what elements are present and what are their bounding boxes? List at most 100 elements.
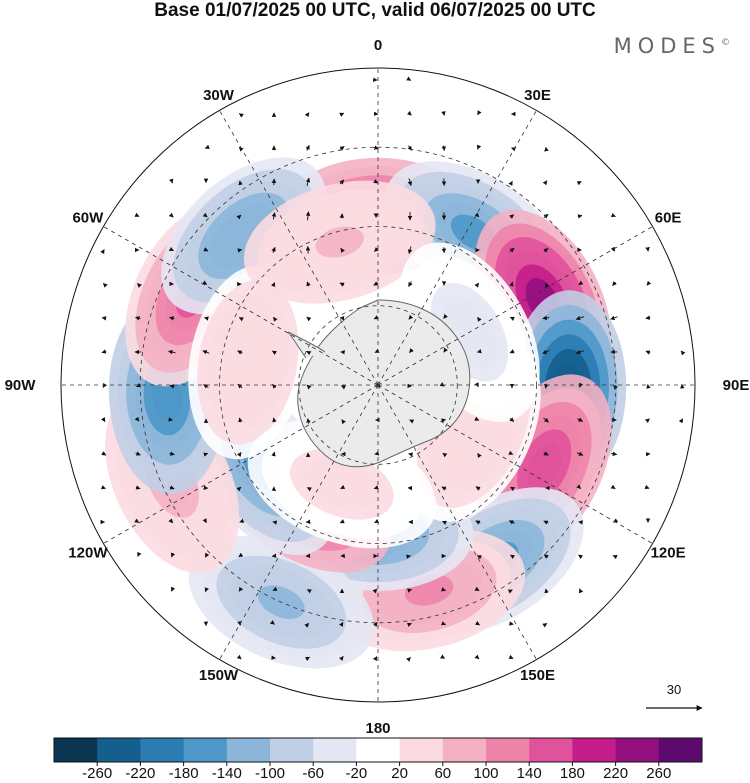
longitude-label: 0: [374, 37, 382, 54]
wind-vector: [339, 112, 345, 117]
wind-vector: [306, 316, 312, 322]
anomaly-center: [243, 180, 436, 304]
wind-vector: [273, 316, 278, 322]
wind-vector: [238, 317, 244, 322]
longitude-label: 90E: [723, 377, 750, 394]
wind-vector: [340, 484, 346, 490]
anomaly-center: [188, 265, 308, 460]
wind-vector: [542, 180, 548, 186]
wind-vector: [272, 586, 278, 591]
wind-vector: [374, 247, 379, 252]
wind-vector: [203, 384, 209, 389]
map-boundary: [60, 67, 696, 703]
wind-vector: [304, 622, 310, 628]
wind-vector: [306, 350, 312, 356]
colorbar-swatch: [615, 738, 660, 762]
wind-vector: [613, 385, 618, 390]
wind-vector: [542, 623, 548, 628]
wind-vector: [374, 518, 380, 524]
wind-vector: [238, 552, 244, 558]
map-title: Base 01/07/2025 00 UTC, valid 06/07/2025…: [154, 0, 596, 21]
wind-vector: [271, 553, 277, 558]
colorbar-tick-label: -60: [302, 765, 324, 782]
wind-vector: [373, 145, 379, 150]
colorbar-tick-label: 220: [603, 765, 628, 782]
wind-vector: [338, 656, 344, 661]
wind-vector: [202, 280, 208, 285]
wind-vector: [645, 350, 651, 355]
wind-vector: [236, 214, 242, 220]
colorbar-tick-label: 20: [391, 765, 408, 782]
wind-vector: [136, 382, 142, 388]
wind-vector: [576, 484, 582, 490]
longitude-label: 60W: [72, 210, 104, 227]
colorbar-swatch: [97, 738, 141, 762]
wind-vector: [374, 451, 380, 456]
wind-vector: [306, 384, 312, 390]
wind-vector: [339, 179, 345, 185]
colorbar-swatch: [572, 738, 617, 762]
wind-vector: [577, 417, 584, 422]
wind-vector: [271, 246, 276, 253]
wind-vector: [474, 282, 480, 288]
wind-vector: [508, 654, 514, 660]
wind-vector: [477, 110, 482, 116]
longitude-label: 120E: [651, 545, 686, 562]
longitude-label: 120W: [68, 545, 108, 562]
wind-vector: [508, 180, 513, 186]
wind-vector: [271, 282, 276, 288]
wind-vector: [169, 451, 175, 456]
wind-vector: [407, 588, 413, 593]
colorbar-swatch: [313, 738, 357, 762]
wind-vector: [441, 486, 447, 491]
wind-vector: [168, 212, 174, 218]
wind-vector: [341, 419, 346, 425]
wind-vector: [304, 656, 310, 662]
longitude-label: 150E: [520, 667, 555, 684]
wind-vector: [272, 520, 278, 525]
wind-vector: [237, 248, 243, 253]
wind-vector: [406, 110, 412, 116]
wind-vector: [542, 315, 550, 321]
wind-vector: [578, 588, 584, 594]
wind-vector: [101, 349, 107, 354]
wind-vector: [612, 555, 618, 560]
wind-vector: [372, 622, 378, 627]
colorbar-swatch: [442, 738, 487, 762]
wind-vector: [645, 452, 651, 457]
wind-vector: [202, 350, 210, 355]
longitude-label: 60E: [655, 210, 682, 227]
wind-vector: [644, 418, 650, 424]
wind-vector: [646, 383, 651, 389]
colorbar-tick-label: 60: [434, 765, 451, 782]
longitude-label: 150W: [199, 667, 239, 684]
wind-vector: [475, 520, 481, 525]
wind-vector: [543, 520, 549, 525]
wind-vector: [610, 315, 618, 320]
wind-vector: [509, 281, 514, 287]
wind-vector: [409, 348, 414, 353]
longitude-label: 30E: [524, 87, 551, 104]
wind-vector: [441, 587, 447, 592]
anomaly-contour-band: [318, 468, 366, 501]
colorbar-tick-label: 140: [517, 765, 542, 782]
longitude-labels: 0 30E 60E 90E 120E 150E 180 150W 120W 90W 60W 30W: [5, 37, 750, 737]
wind-vector: [373, 111, 379, 116]
wind-vector: [440, 654, 446, 659]
wind-vector: [304, 112, 310, 118]
wind-vector: [204, 144, 210, 149]
wind-vector: [203, 452, 209, 457]
wind-vector: [238, 586, 244, 592]
wind-vector: [237, 350, 243, 355]
wind-vector: [408, 452, 414, 457]
wind-vector: [168, 518, 174, 524]
colorbar-tick-label: -140: [212, 765, 242, 782]
wind-vector: [306, 418, 311, 424]
wind-vector: [169, 485, 175, 490]
wind-vector: [134, 416, 140, 422]
wind-vector: [339, 213, 345, 219]
colorbar-swatch: [529, 738, 573, 762]
wind-vector: [305, 144, 310, 151]
longitude-label: 90W: [5, 377, 37, 394]
